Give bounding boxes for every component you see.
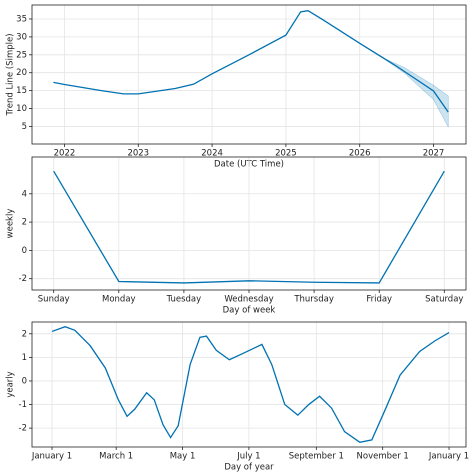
x-tick-label: Monday [102,295,136,305]
line [51,326,450,443]
uncertainty-band [381,57,449,128]
y-tick-label: 5 [22,122,27,132]
line [53,10,449,113]
y-tick-label: 0 [22,376,27,386]
y-tick-label: -2 [19,424,27,434]
x-tick-label: January 1 [31,452,72,462]
x-tick-label: March 1 [99,452,133,462]
x-tick-label: 2022 [54,149,76,159]
plot-frame [31,4,467,145]
x-tick-label: 2023 [127,149,149,159]
y-tick-label: 30 [16,32,27,42]
x-tick-label: 2025 [275,149,297,159]
x-tick-label: November 1 [357,452,409,462]
x-tick-label: 2027 [423,149,445,159]
x-tick-label: May 1 [170,452,196,462]
y-axis-label: Trend Line (Simple) [6,33,16,116]
x-tick-label: January 1 [428,452,469,462]
y-tick-label: 15 [16,86,27,96]
y-tick-label: 35 [16,14,27,24]
y-tick-label: 2 [22,329,27,339]
x-tick-label: July 1 [236,452,260,462]
plot-frame [31,156,467,291]
x-tick-label: 2024 [201,149,223,159]
y-tick-label: 20 [16,68,27,78]
x-tick-label: Thursday [293,295,334,305]
x-tick-label: Wednesday [224,295,273,305]
x-tick-label: 2026 [349,149,371,159]
x-tick-label: Friday [366,295,392,305]
y-tick-label: 2 [22,218,27,228]
y-tick-label: 1 [22,353,27,363]
x-axis-label: Day of year [224,463,274,473]
y-tick-label: 4 [22,189,27,199]
y-tick-label: 25 [16,50,27,60]
y-axis-label: weekly [6,209,16,239]
y-axis-label: yearly [6,371,16,397]
y-tick-label: -2 [19,274,27,284]
x-tick-label: September 1 [289,452,344,462]
line [53,170,445,284]
y-tick-label: 0 [22,246,27,256]
y-tick-label: -1 [19,400,27,410]
plot-frame [31,321,467,448]
x-tick-label: Sunday [38,295,70,305]
x-tick-label: Tuesday [166,295,202,305]
x-axis-label: Day of week [223,306,276,316]
x-tick-label: Saturday [425,295,463,305]
y-tick-label: 10 [16,104,27,114]
